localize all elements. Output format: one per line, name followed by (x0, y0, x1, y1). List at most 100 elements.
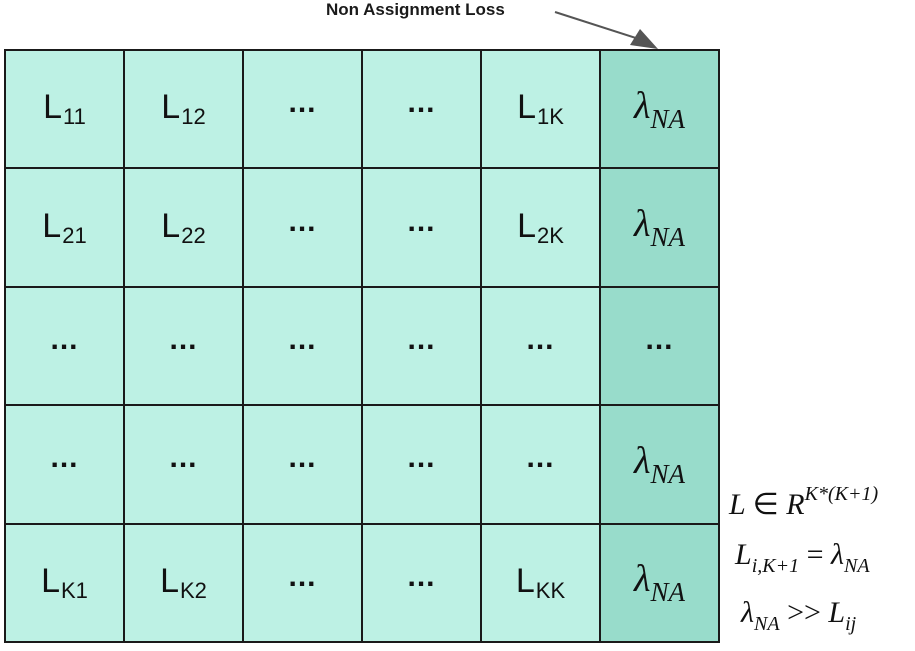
ellipsis-text: ... (288, 441, 317, 475)
matrix-cell-r5-c3: ... (243, 523, 362, 642)
lambda-na-label: λNA (634, 557, 685, 608)
eq3-rhs-subscript: ij (845, 613, 857, 635)
eq2-operator: = (806, 538, 824, 571)
matrix-cell-r5-c5: LKK (481, 523, 600, 642)
eq3-rhs-base: L (828, 596, 846, 629)
lambda-symbol: λ (634, 558, 651, 601)
matrix-cell-r2-c4: ... (362, 168, 481, 287)
ellipsis-text: ... (407, 441, 436, 475)
loss-symbol: L (43, 88, 63, 127)
loss-symbol: L (517, 88, 536, 127)
loss-symbol: L (42, 206, 62, 245)
loss-symbol: L (161, 88, 181, 127)
matrix-cell-r2-c6: λNA (600, 168, 719, 287)
cell-subscript: K1 (61, 577, 88, 603)
cell-subscript: K2 (180, 577, 207, 603)
matrix-cell-r2-c2: L22 (124, 168, 243, 287)
eq3-base: λ (741, 596, 754, 629)
lambda-symbol: λ (634, 439, 651, 482)
loss-symbol: L (161, 206, 181, 245)
matrix-cell-r3-c5: ... (481, 286, 600, 406)
equation-matrix-dimension: L ∈ RK*(K+1) (729, 484, 878, 520)
matrix-cell-r5-c2: LK2 (124, 523, 243, 642)
arrow-shaft (554, 11, 637, 39)
eq1-base: R (786, 488, 805, 521)
matrix-cell-r4-c2: ... (124, 405, 243, 524)
loss-matrix: L11 L12...... L1K λNA L21 L22...... L2K λNA....… (4, 49, 720, 643)
ellipsis-text: ... (50, 322, 79, 356)
ellipsis-text: ... (526, 441, 555, 475)
eq2-rhs-base: λ (831, 538, 845, 571)
loss-entry-label: LKK (516, 562, 565, 604)
loss-entry-label: L11 (43, 88, 86, 130)
matrix-cell-r3-c1: ... (5, 286, 124, 406)
eq2-base: L (735, 538, 752, 571)
matrix-cell-r4-c4: ... (362, 405, 481, 524)
matrix-cell-r4-c1: ... (5, 405, 124, 524)
lambda-na-label: λNA (634, 202, 685, 253)
ellipsis-text: ... (288, 322, 317, 356)
matrix-cell-r1-c2: L12 (124, 50, 243, 169)
eq1-superscript: K*(K+1) (804, 483, 879, 505)
lambda-na-label: λNA (634, 84, 685, 135)
cell-subscript: 21 (62, 222, 87, 248)
ellipsis-text: ... (288, 204, 317, 238)
matrix-cell-r2-c3: ... (243, 168, 362, 287)
matrix-cell-r1-c3: ... (243, 50, 362, 169)
matrix-cell-r2-c1: L21 (5, 168, 124, 287)
equation-na-column-definition: Li,K+1 = λNA (735, 538, 870, 577)
loss-symbol: L (160, 561, 179, 600)
ellipsis-text: ... (288, 86, 317, 120)
eq2-subscript: i,K+1 (751, 555, 800, 577)
cell-subscript: 2K (537, 222, 564, 248)
ellipsis-text: ... (407, 559, 436, 593)
matrix-cell-r3-c3: ... (243, 286, 362, 406)
loss-entry-label: L12 (161, 88, 205, 130)
matrix-cell-r5-c4: ... (362, 523, 481, 642)
ellipsis-text: ... (169, 322, 198, 356)
eq1-operator: ∈ (752, 488, 779, 521)
eq3-operator: >> (787, 596, 821, 629)
lambda-symbol: λ (634, 84, 651, 127)
ellipsis-text: ... (645, 322, 674, 356)
loss-entry-label: L21 (42, 207, 86, 249)
matrix-cell-r2-c5: L2K (481, 168, 600, 287)
loss-entry-label: LK2 (160, 562, 207, 604)
ellipsis-text: ... (407, 86, 436, 120)
non-assignment-loss-label: Non Assignment Loss (326, 0, 505, 19)
matrix-cell-r3-c6: ... (600, 286, 719, 406)
ellipsis-text: ... (407, 322, 436, 356)
cell-subscript: 12 (181, 104, 206, 130)
equation-na-dominance: λNA >> Lij (741, 596, 857, 635)
matrix-cell-r5-c6: λNA (600, 523, 719, 642)
matrix-cell-r4-c3: ... (243, 405, 362, 524)
eq2-rhs-subscript: NA (844, 555, 870, 577)
loss-entry-label: L2K (517, 207, 564, 249)
cell-subscript: NA (650, 458, 685, 489)
arrow-head (630, 29, 658, 49)
cell-subscript: NA (650, 103, 685, 134)
ellipsis-text: ... (50, 441, 79, 475)
loss-entry-label: LK1 (41, 562, 88, 604)
matrix-cell-r3-c4: ... (362, 286, 481, 406)
cell-subscript: KK (535, 577, 566, 603)
cell-subscript: 22 (181, 222, 206, 248)
matrix-cell-r1-c5: L1K (481, 50, 600, 169)
loss-entry-label: L1K (517, 88, 564, 130)
loss-entry-label: L22 (161, 207, 205, 249)
matrix-cell-r1-c1: L11 (5, 50, 124, 169)
lambda-na-label: λNA (634, 439, 685, 490)
cell-subscript: NA (650, 222, 685, 253)
matrix-cell-r4-c6: λNA (600, 405, 719, 524)
ellipsis-text: ... (526, 322, 555, 356)
matrix-cell-r5-c1: LK1 (5, 523, 124, 642)
ellipsis-text: ... (169, 441, 198, 475)
lambda-symbol: λ (634, 203, 651, 246)
matrix-cell-r1-c6: λNA (600, 50, 719, 169)
loss-symbol: L (517, 206, 536, 245)
eq1-lhs: L (729, 488, 746, 521)
cell-subscript: NA (650, 577, 685, 608)
eq3-subscript: NA (754, 613, 780, 635)
loss-symbol: L (41, 561, 60, 600)
loss-symbol: L (515, 561, 535, 600)
